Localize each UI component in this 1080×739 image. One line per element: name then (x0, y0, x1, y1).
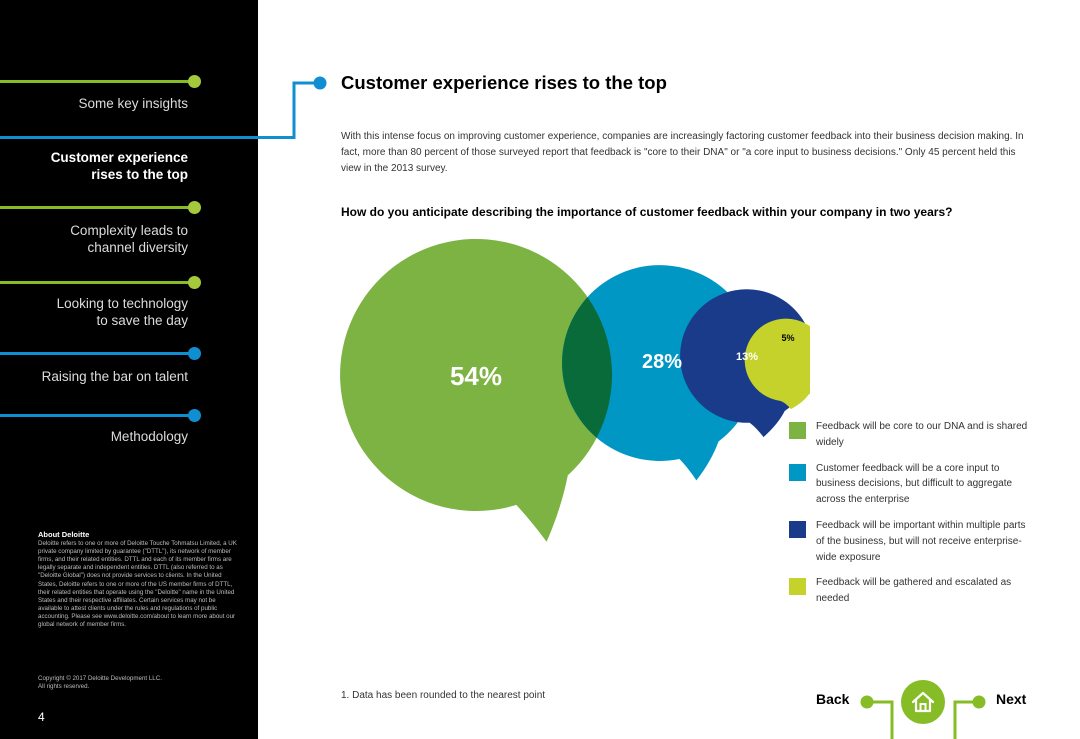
home-button[interactable] (901, 680, 945, 724)
nav-line (0, 80, 194, 83)
next-button[interactable]: Next (996, 691, 1027, 707)
sidebar-item-label: to save the day (96, 313, 188, 328)
active-connector (258, 76, 327, 139)
about-title: About Deloitte (38, 530, 90, 539)
sidebar-item-label: Customer experience (50, 150, 188, 165)
sidebar-item-complexity[interactable]: Complexity leads to channel diversity (0, 222, 188, 256)
copyright: Copyright © 2017 Deloitte Development LL… (38, 675, 238, 691)
nav-dot (188, 75, 201, 88)
nav-connector-lines (860, 695, 986, 739)
legend-item: Feedback will be gathered and escalated … (789, 575, 1029, 607)
data-label-28: 28% (642, 351, 682, 373)
page-title: Customer experience rises to the top (341, 72, 667, 93)
nav-dot (188, 201, 201, 214)
copyright-line: Copyright © 2017 Deloitte Development LL… (38, 675, 162, 682)
about-text: Deloitte refers to one or more of Deloit… (38, 540, 237, 629)
data-label-5: 5% (781, 333, 794, 343)
footnote: 1. Data has been rounded to the nearest … (341, 690, 546, 701)
legend-label: Feedback will be gathered and escalated … (816, 577, 1012, 605)
chart-legend: Feedback will be core to our DNA and is … (789, 419, 1029, 607)
legend-item: Feedback will be core to our DNA and is … (789, 419, 1029, 451)
bottom-navigation: Back Next (800, 670, 1060, 739)
legend-swatch (789, 463, 806, 481)
nav-dot (188, 409, 201, 422)
sidebar-item-talent[interactable]: Raising the bar on talent (41, 369, 188, 384)
sidebar-item-methodology[interactable]: Methodology (110, 429, 188, 444)
nav-line (0, 136, 258, 139)
bubble-overlap (562, 297, 612, 438)
sidebar-item-label: Looking to technology (56, 296, 188, 311)
legend-label: Customer feedback will be a core input t… (816, 462, 1013, 506)
nav-line (0, 352, 194, 355)
bubble-5 (744, 318, 810, 410)
home-icon (911, 691, 935, 713)
intro-paragraph: With this intense focus on improving cus… (341, 131, 1024, 174)
data-label-54: 54% (450, 361, 502, 391)
sidebar-item-customer-experience[interactable]: Customer experience rises to the top (0, 149, 188, 183)
legend-swatch (789, 520, 806, 538)
legend-swatch (789, 578, 806, 596)
legend-label: Feedback will be important within multip… (816, 519, 1026, 563)
legend-item: Customer feedback will be a core input t… (789, 461, 1029, 508)
nav-line (0, 414, 194, 417)
bubble-chart: 54% 28% 13% 5% (340, 238, 810, 542)
sidebar-item-label: rises to the top (91, 167, 188, 182)
sidebar-item-label: Complexity leads to (70, 223, 188, 238)
sidebar: Some key insights Customer experience ri… (0, 0, 258, 739)
back-button[interactable]: Back (816, 691, 850, 707)
nav-line (0, 206, 194, 209)
legend-item: Feedback will be important within multip… (789, 518, 1029, 565)
nav-dot (188, 347, 201, 360)
data-label-13: 13% (736, 351, 758, 363)
sidebar-item-label: channel diversity (87, 240, 188, 255)
page-number: 4 (38, 710, 45, 724)
sidebar-item-technology[interactable]: Looking to technology to save the day (0, 295, 188, 329)
nav-dot (188, 276, 201, 289)
legend-label: Feedback will be core to our DNA and is … (816, 421, 1028, 448)
nav-line (0, 281, 194, 284)
sidebar-item-key-insights[interactable]: Some key insights (78, 96, 188, 111)
chart-question: How do you anticipate describing the imp… (341, 205, 953, 219)
bubble-54 (340, 238, 613, 542)
about-deloitte: About Deloitte Deloitte refers to one or… (38, 530, 238, 629)
copyright-line: All rights reserved. (38, 683, 90, 691)
legend-swatch (789, 422, 806, 439)
